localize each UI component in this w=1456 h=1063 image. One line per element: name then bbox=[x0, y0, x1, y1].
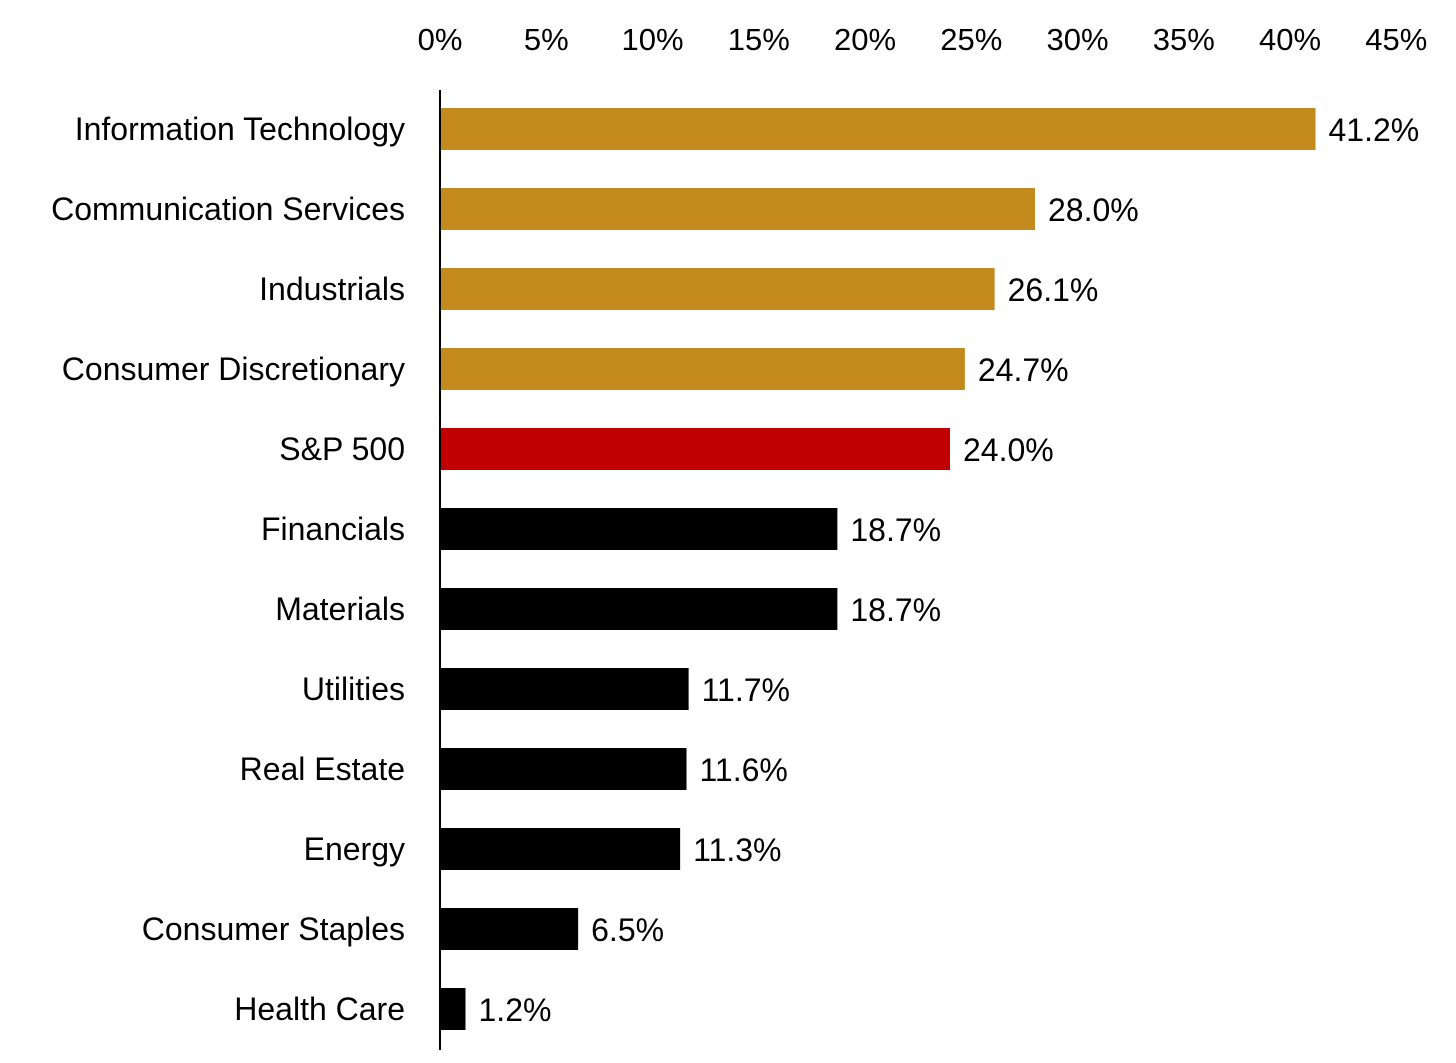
value-label: 6.5% bbox=[591, 912, 664, 948]
category-label: Communication Services bbox=[51, 191, 405, 227]
value-label: 11.6% bbox=[700, 752, 788, 788]
value-label: 11.7% bbox=[702, 672, 790, 708]
category-label: Consumer Discretionary bbox=[62, 351, 405, 387]
x-tick-label: 20% bbox=[834, 22, 896, 57]
category-label: Materials bbox=[275, 591, 405, 627]
category-label: Industrials bbox=[259, 271, 405, 307]
bar-financials bbox=[440, 508, 838, 550]
value-label: 41.2% bbox=[1329, 112, 1420, 148]
bar-s-p-500 bbox=[440, 428, 950, 470]
bar-industrials bbox=[440, 268, 995, 310]
value-label: 18.7% bbox=[850, 512, 941, 548]
x-tick-label: 5% bbox=[524, 22, 569, 57]
value-label: 18.7% bbox=[850, 592, 941, 628]
x-tick-label: 45% bbox=[1365, 22, 1427, 57]
value-labels: 41.2% 28.0% 26.1% 24.7% 24.0% 18.7% 18.7% 11.7%… bbox=[479, 112, 1420, 1028]
bar-information-technology bbox=[440, 108, 1316, 150]
value-label: 26.1% bbox=[1008, 272, 1099, 308]
bar-materials bbox=[440, 588, 838, 630]
category-label: Utilities bbox=[302, 671, 405, 707]
x-tick-label: 40% bbox=[1259, 22, 1321, 57]
bar-consumer-staples bbox=[440, 908, 579, 950]
value-label: 1.2% bbox=[479, 992, 552, 1028]
value-label: 24.0% bbox=[963, 432, 1054, 468]
category-label: Financials bbox=[261, 511, 405, 547]
value-label: 28.0% bbox=[1048, 192, 1139, 228]
category-label: S&P 500 bbox=[279, 431, 405, 467]
bar-utilities bbox=[440, 668, 689, 710]
x-tick-label: 35% bbox=[1153, 22, 1215, 57]
category-label: Energy bbox=[304, 831, 405, 867]
category-label: Real Estate bbox=[240, 751, 405, 787]
x-tick-label: 0% bbox=[418, 22, 463, 57]
category-labels: Information Technology Communication Serv… bbox=[51, 111, 405, 1027]
bar-real-estate bbox=[440, 748, 687, 790]
category-label: Health Care bbox=[234, 991, 405, 1027]
bar-health-care bbox=[440, 988, 466, 1030]
x-tick-label: 30% bbox=[1046, 22, 1108, 57]
x-tick-label: 25% bbox=[940, 22, 1002, 57]
bar-energy bbox=[440, 828, 681, 870]
value-label: 24.7% bbox=[978, 352, 1069, 388]
bar-communication-services bbox=[440, 188, 1035, 230]
x-tick-label: 10% bbox=[621, 22, 683, 57]
bar-consumer-discretionary bbox=[440, 348, 965, 390]
x-tick-label: 15% bbox=[728, 22, 790, 57]
category-label: Consumer Staples bbox=[142, 911, 405, 947]
value-label: 11.3% bbox=[693, 832, 781, 868]
category-label: Information Technology bbox=[75, 111, 405, 147]
x-axis-ticks: 0% 5% 10% 15% 20% 25% 30% 35% 40% 45% bbox=[418, 22, 1428, 57]
bars-group bbox=[440, 108, 1316, 1030]
